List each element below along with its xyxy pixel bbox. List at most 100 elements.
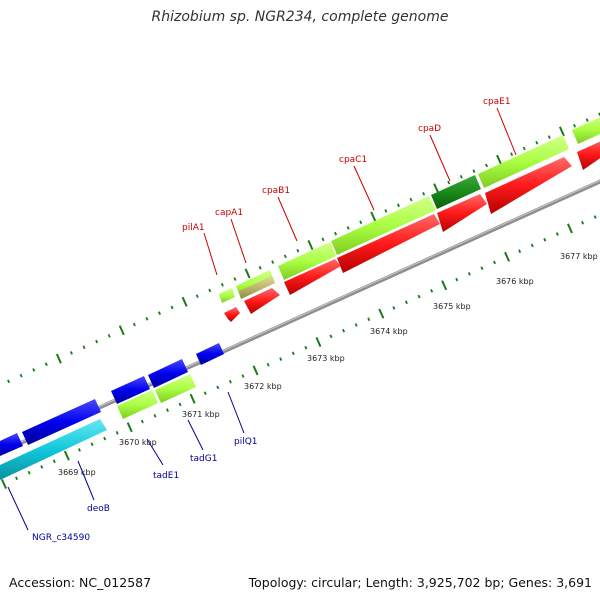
tick-mark — [346, 226, 350, 230]
gene-block-cpaC1[interactable] — [331, 196, 436, 255]
tick-mark — [132, 322, 136, 327]
tick-mark — [140, 419, 144, 424]
cds-arrow-cpaC1[interactable] — [337, 214, 440, 273]
tick-mark — [593, 215, 597, 219]
tick-mark — [409, 197, 413, 202]
gene-label-tadG1[interactable]: tadG1 — [190, 454, 217, 464]
tick-mark — [384, 209, 388, 213]
tick-mark — [82, 345, 86, 350]
gene-block-cpaB1[interactable] — [278, 242, 336, 280]
tick-mark — [0, 478, 8, 490]
leader-line-pilQ1 — [227, 391, 245, 434]
gene-label-tadE1[interactable]: tadE1 — [153, 471, 179, 481]
gene-block-tadE1[interactable] — [117, 390, 158, 419]
tick-mark — [378, 308, 385, 319]
tick-mark — [19, 373, 23, 378]
tick-mark — [543, 237, 547, 242]
leader-line-cpaE1 — [496, 107, 517, 156]
cds-arrow-pilQ1[interactable] — [196, 343, 224, 365]
leader-line-NGR_c34590 — [7, 486, 29, 531]
cds-arrow-tadG1[interactable] — [148, 359, 188, 388]
gene-block-tadG1[interactable] — [155, 374, 196, 403]
gene-label-cpaE1[interactable]: cpaE1 — [483, 97, 511, 107]
tick-mark — [189, 393, 196, 404]
forward-gene-label-texts: pilA1 capA1 cpaB1 cpaC1 cpaD cpaE1 — [182, 97, 511, 233]
gene-label-cpaB1[interactable]: cpaB1 — [262, 186, 290, 196]
cds-arrow-cpaD[interactable] — [437, 194, 487, 232]
cds-arrow-cpaE1[interactable] — [485, 157, 572, 214]
inner-tick-ring — [0, 215, 597, 490]
gene-label-deoB[interactable]: deoB — [87, 504, 110, 514]
tick-mark — [396, 203, 400, 208]
leader-line-tadG1 — [187, 419, 204, 451]
tick-mark — [430, 289, 434, 293]
tick-mark — [422, 192, 426, 196]
gene-label-capA1[interactable]: capA1 — [215, 208, 243, 218]
tick-mark — [178, 402, 182, 407]
tick-mark — [103, 436, 107, 441]
gene-label-pilQ1[interactable]: pilQ1 — [234, 437, 258, 447]
tick-mark — [27, 470, 31, 475]
tick-mark — [118, 325, 125, 336]
kbp-label: 3671 kbp — [182, 410, 220, 419]
tick-mark — [581, 220, 585, 225]
kbp-label: 3675 kbp — [433, 302, 471, 311]
tick-mark — [170, 305, 174, 310]
reverse-gene-labels — [7, 391, 245, 531]
tick-mark — [304, 345, 308, 350]
tick-mark — [126, 422, 133, 433]
summary-text: Topology: circular; Length: 3,925,702 bp… — [248, 575, 592, 590]
tick-mark — [157, 311, 162, 315]
tick-mark — [90, 442, 94, 447]
tick-mark — [492, 260, 497, 265]
tick-mark — [244, 268, 251, 279]
gene-label-NGR_c34590[interactable]: NGR_c34590 — [32, 533, 90, 543]
cds-arrow-deoB[interactable] — [22, 399, 101, 445]
tick-mark — [291, 351, 295, 356]
tick-mark — [441, 280, 448, 291]
tick-mark — [153, 414, 157, 418]
gene-block-cpaD[interactable] — [431, 175, 481, 209]
forward-gene-band — [219, 117, 600, 303]
cds-arrow-NGR_c34590[interactable] — [0, 419, 107, 480]
tick-mark — [77, 448, 81, 452]
reverse-cyan-band — [0, 419, 107, 480]
tick-mark — [296, 248, 300, 253]
leader-line-deoB — [77, 460, 95, 501]
leader-line-pilA1 — [203, 232, 218, 276]
accession-text: Accession: NC_012587 — [9, 575, 152, 590]
gene-block-next — [572, 117, 600, 144]
leader-line-capA1 — [230, 218, 247, 264]
gene-label-cpaC1[interactable]: cpaC1 — [339, 155, 367, 165]
cds-arrow-capA1[interactable] — [244, 288, 280, 314]
tick-mark — [220, 282, 224, 287]
tick-mark — [165, 408, 170, 412]
gene-block-cpaE1[interactable] — [478, 135, 569, 188]
tick-mark — [496, 154, 503, 165]
tick-mark — [252, 365, 259, 376]
leader-line-cpaC1 — [353, 165, 375, 211]
cds-arrow-pilA1[interactable] — [224, 307, 240, 322]
reverse-gene-label-texts: pilQ1 tadG1 tadE1 deoB NGR_c34590 — [32, 437, 258, 543]
map-title: Rhizobium sp. NGR234, complete genome — [151, 9, 449, 25]
tick-mark — [370, 211, 377, 222]
tick-mark — [195, 294, 199, 298]
forward-gene-labels — [203, 107, 517, 276]
tick-mark — [69, 351, 73, 355]
tick-mark — [203, 391, 207, 395]
tick-mark — [40, 465, 44, 469]
cds-arrow-tadE1[interactable] — [111, 376, 150, 404]
tick-mark — [334, 231, 338, 236]
gene-label-cpaD[interactable]: cpaD — [418, 124, 441, 134]
tick-mark — [480, 266, 484, 270]
tick-mark — [472, 169, 476, 173]
tick-mark — [467, 272, 471, 276]
outer-tick-ring — [7, 112, 600, 384]
tick-mark — [484, 163, 489, 168]
reverse-gene-band — [117, 374, 196, 419]
gene-label-pilA1[interactable]: pilA1 — [182, 223, 205, 233]
tick-mark — [359, 220, 363, 225]
cds-arrow-cpaB1[interactable] — [284, 259, 341, 295]
gene-block-pilA1[interactable] — [219, 288, 235, 303]
tick-mark — [566, 223, 573, 234]
